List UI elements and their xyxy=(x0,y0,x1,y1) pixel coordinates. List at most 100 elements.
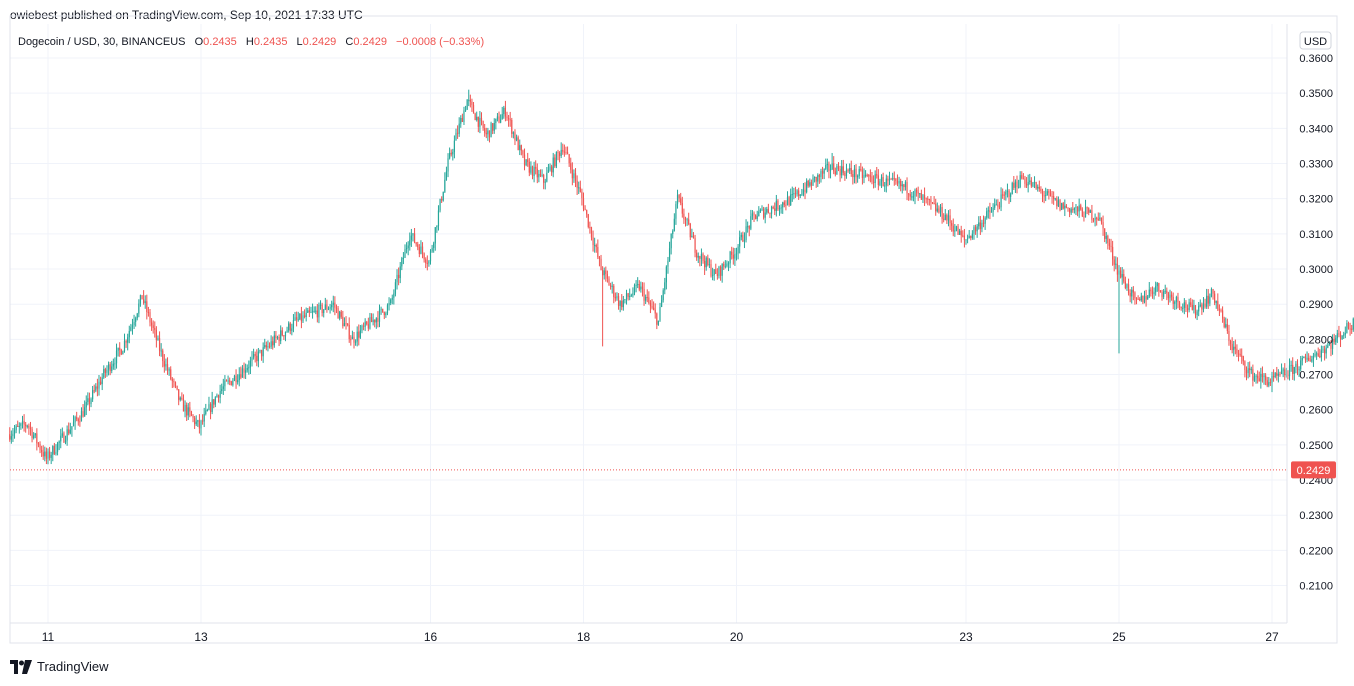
candle-body xyxy=(319,304,322,306)
candle-body xyxy=(966,238,969,240)
candle-body xyxy=(1258,378,1260,382)
price-tick-label: 0.2600 xyxy=(1299,405,1333,417)
candle-body xyxy=(1346,322,1348,333)
candle-body xyxy=(296,317,298,320)
candle-body xyxy=(820,171,822,177)
candle-body xyxy=(340,311,342,317)
candle-body xyxy=(893,178,895,180)
candle-body xyxy=(558,152,561,156)
candle-body xyxy=(1349,328,1351,330)
candle-body xyxy=(520,145,522,151)
candle-body xyxy=(724,266,726,268)
candle-body xyxy=(570,163,572,170)
candle-body xyxy=(288,323,290,331)
candle-body xyxy=(742,234,744,242)
candle-body xyxy=(393,293,395,298)
legend-h-value: 0.2435 xyxy=(254,36,288,48)
candle-body xyxy=(949,215,951,224)
candle-body xyxy=(864,174,867,176)
candles xyxy=(9,89,1354,465)
candle-body xyxy=(1328,344,1330,346)
candle-body xyxy=(246,367,248,371)
candle-body xyxy=(1282,369,1284,371)
candle-body xyxy=(417,244,419,248)
candle-body xyxy=(522,150,524,155)
candle-body xyxy=(1249,368,1251,371)
candle-body xyxy=(135,318,137,322)
candle-body xyxy=(413,233,416,243)
candle-body xyxy=(1139,298,1141,301)
candle-body xyxy=(641,286,644,289)
candle-body xyxy=(96,386,99,389)
candle-body xyxy=(1030,180,1032,187)
candle-body xyxy=(1316,353,1318,355)
candle-body xyxy=(1198,306,1200,312)
candle-body xyxy=(52,446,54,455)
candle-body xyxy=(1054,198,1056,200)
price-axis[interactable]: 0.3600 0.3500 0.3400 0.3300 0.3200 0.3100 0.30… xyxy=(1299,53,1333,593)
chart-border xyxy=(9,15,1338,644)
candle-body xyxy=(80,411,83,422)
candle-body xyxy=(1343,334,1345,336)
candle-body xyxy=(665,266,667,283)
tradingview-brand-name: TradingView xyxy=(37,659,109,674)
candle-body xyxy=(1225,324,1227,328)
candle-body xyxy=(95,386,97,391)
candle-body xyxy=(378,309,381,322)
candle-body xyxy=(982,222,985,224)
candle-body xyxy=(445,171,448,180)
candle-body xyxy=(766,208,768,213)
candle-body xyxy=(959,230,961,235)
candle-body xyxy=(447,158,449,172)
candle-body xyxy=(150,322,153,326)
candle-body xyxy=(1164,290,1166,292)
candle-body xyxy=(112,363,114,367)
candle-body xyxy=(458,123,460,134)
candle-body xyxy=(794,193,797,195)
candle-body xyxy=(377,318,379,322)
tradingview-brand[interactable]: TradingView xyxy=(10,659,109,674)
candle-body xyxy=(1330,344,1332,349)
candle-body xyxy=(955,226,958,231)
legend-h-label: H xyxy=(246,36,254,48)
candle-body xyxy=(310,312,312,314)
candle-body xyxy=(713,269,715,275)
candle-body xyxy=(429,251,432,262)
candle-body xyxy=(739,237,741,247)
candle-body xyxy=(662,290,664,301)
candle-body xyxy=(9,434,11,440)
candle-body xyxy=(337,308,339,319)
candle-body xyxy=(1083,216,1085,218)
candle-body xyxy=(919,193,921,195)
candle-body xyxy=(643,288,645,301)
legend-c-label: C xyxy=(345,36,353,48)
candle-body xyxy=(1277,373,1279,376)
candle-body xyxy=(775,200,777,211)
candle-body xyxy=(418,247,420,254)
candle-body xyxy=(960,230,962,236)
price-tick-label: 0.3000 xyxy=(1299,264,1333,276)
candle-body xyxy=(780,207,782,209)
candle-body xyxy=(240,374,242,378)
candle-body xyxy=(1151,291,1154,294)
candle-body xyxy=(555,152,558,167)
candle-body xyxy=(213,399,215,405)
candle-body xyxy=(187,407,189,416)
candle-body xyxy=(1338,333,1340,335)
candle-body xyxy=(589,227,591,229)
candle-body xyxy=(1226,324,1228,331)
candle-body xyxy=(1107,236,1109,244)
candle-body xyxy=(276,337,279,339)
candle-body xyxy=(1209,296,1211,304)
currency-badge[interactable]: USD xyxy=(1299,31,1332,50)
candle-body xyxy=(484,128,486,133)
candle-body xyxy=(211,399,213,412)
time-axis[interactable]: 111316182023252730Sep36810 xyxy=(42,630,1354,644)
candle-body xyxy=(197,420,199,422)
candle-body xyxy=(1296,363,1299,371)
candle-body xyxy=(807,180,809,186)
candle-body xyxy=(928,198,930,200)
candle-body xyxy=(629,296,631,298)
candle-body xyxy=(1131,289,1133,297)
